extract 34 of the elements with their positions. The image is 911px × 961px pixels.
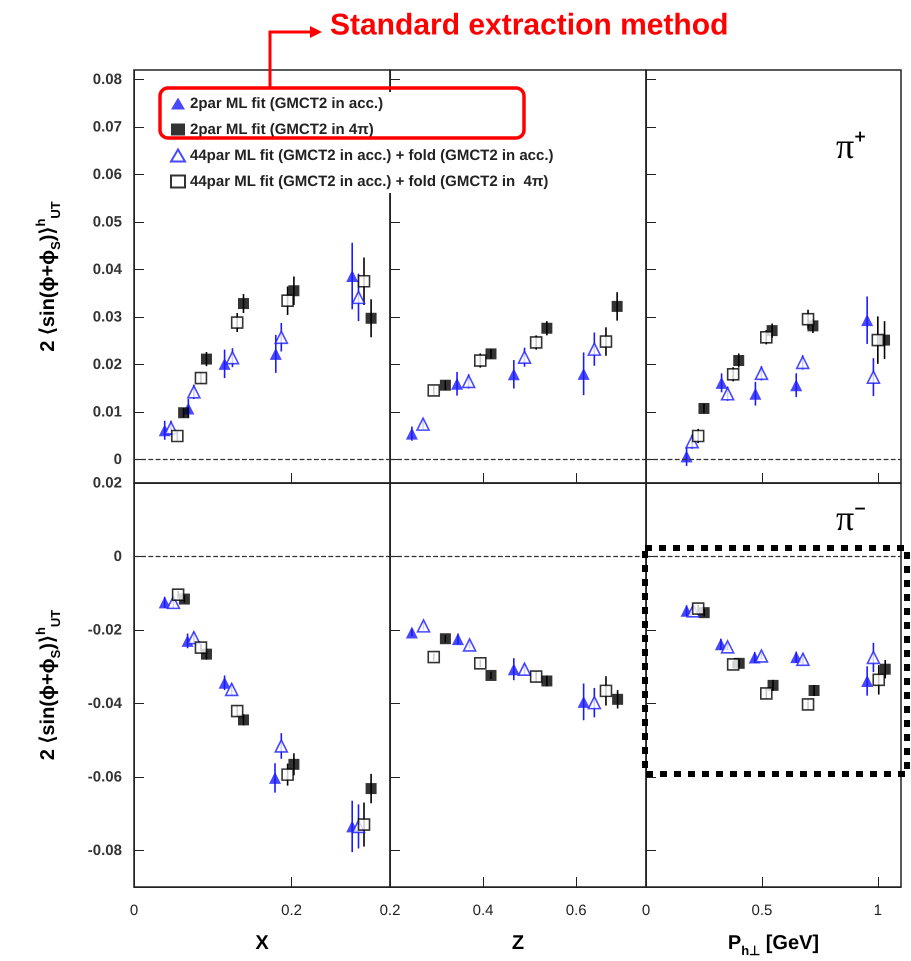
text: Standard extraction method — [330, 8, 728, 42]
y-tick-label: -0.06 — [88, 768, 122, 786]
y-axis-title: 2 ⟨sin(ϕ+ϕS)⟩hUT — [33, 201, 63, 352]
legend-label: 2par ML fit (GMCT2 in 4π) — [190, 121, 374, 138]
x-tick-label: 0.5 — [751, 902, 772, 919]
x-tick-label: 1 — [874, 902, 882, 919]
y-tick-label: 0.07 — [92, 118, 122, 136]
y-tick-label: 0.02 — [92, 356, 122, 373]
legend-label: 44par ML fit (GMCT2 in acc.) + fold (GMCT2 in acc.) — [190, 147, 554, 164]
y-tick-label: -0.04 — [88, 694, 123, 712]
y-tick-label: -0.02 — [88, 621, 122, 638]
y-tick-label: 0 — [114, 548, 122, 565]
y-tick-label: 0.01 — [92, 403, 122, 420]
x-tick-label: 0.4 — [472, 902, 494, 919]
x-axis-title: X — [255, 932, 270, 954]
y-tick-label: -0.08 — [88, 842, 122, 859]
y-tick-label: 0.06 — [92, 166, 122, 183]
x-tick-label: 0.2 — [380, 902, 400, 919]
y-tick-label: 0.08 — [92, 70, 122, 88]
y-tick-label: 0.02 — [92, 474, 122, 492]
y-axis-title: 2 ⟨sin(ϕ+ϕS)⟩hUT — [33, 610, 63, 760]
x-tick-label: 0 — [642, 902, 650, 919]
y-tick-label: 0.03 — [92, 308, 122, 326]
x-tick-label: 0.2 — [281, 902, 302, 919]
y-tick-label: 0.05 — [92, 213, 122, 230]
legend-label: 44par ML fit (GMCT2 in acc.) + fold (GMCT2 in 4π) — [190, 173, 548, 190]
x-tick-label: 0 — [130, 902, 138, 919]
annotation: π⁺ — [836, 126, 866, 166]
y-tick-label: 0 — [114, 450, 122, 468]
annotation: π⁻ — [836, 498, 866, 538]
y-tick-label: 0.04 — [92, 260, 123, 278]
legend-label: 2par ML fit (GMCT2 in acc.) — [190, 95, 384, 112]
x-tick-label: 0.6 — [566, 902, 587, 919]
x-axis-title: Z — [512, 932, 524, 954]
